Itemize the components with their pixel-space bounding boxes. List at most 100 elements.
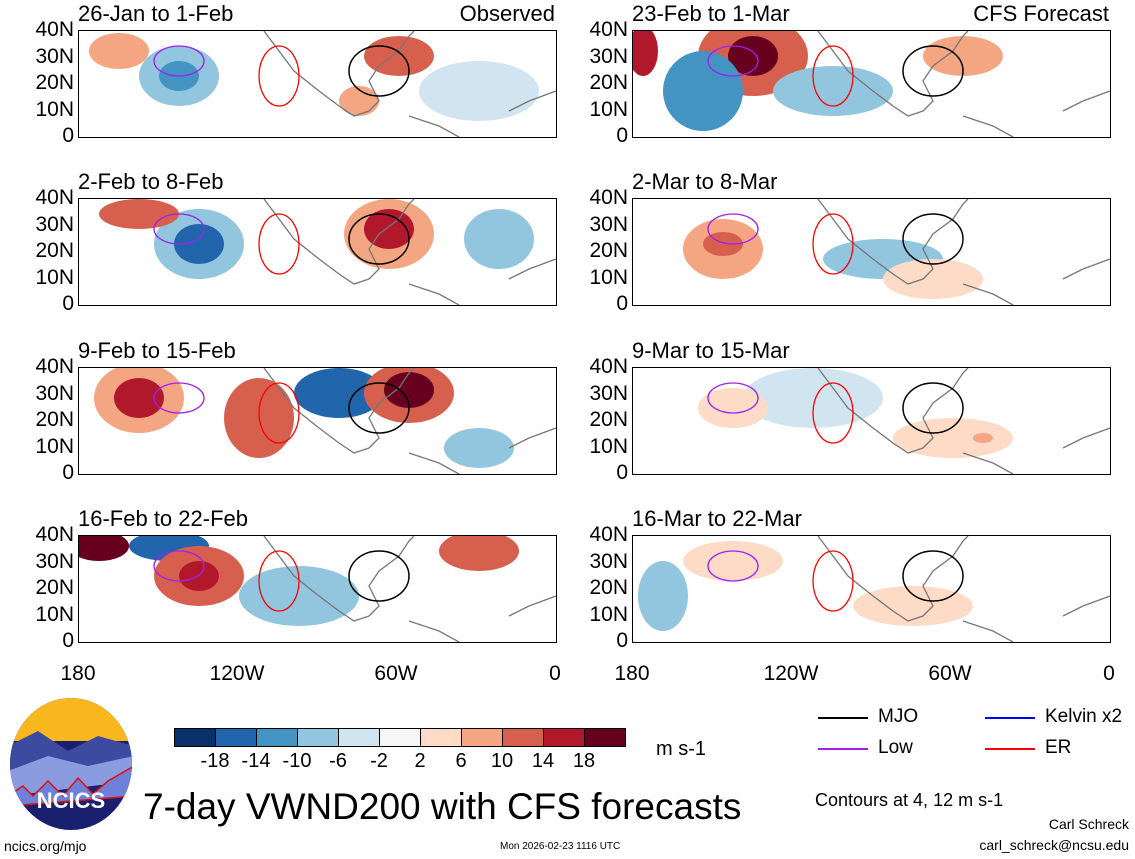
contour-low <box>153 550 205 582</box>
coastline <box>408 258 556 305</box>
latitude-label: 20N <box>35 239 74 262</box>
latitude-label: 40N <box>35 523 74 546</box>
longitude-label: 180 <box>614 662 650 685</box>
anomaly-blob <box>419 61 539 121</box>
panel-title: 26-Jan to 1-Feb <box>78 1 234 26</box>
colorbar-swatch <box>380 729 421 746</box>
latitude-label: 30N <box>589 44 628 68</box>
map-panel <box>632 30 1111 138</box>
colorbar-swatch <box>298 729 339 746</box>
panel-title: 2-Feb to 8-Feb <box>78 169 224 194</box>
colorbar-swatch <box>339 729 380 746</box>
latitude-label: 30N <box>35 381 74 405</box>
contour-er <box>812 213 854 275</box>
logo-text: NCICS <box>37 788 105 813</box>
contour-mjo <box>348 550 410 602</box>
latitude-label: 10N <box>35 265 74 289</box>
anomaly-blob <box>179 561 219 591</box>
contour-mjo <box>348 213 410 265</box>
contour-er <box>258 550 300 612</box>
colorbar-tick: -6 <box>329 750 347 772</box>
anomaly-blob <box>99 199 179 229</box>
latitude-label: 20N <box>589 576 628 599</box>
anomaly-blob <box>79 536 129 561</box>
colorbar-swatch <box>544 729 585 746</box>
longitude-label: 120W <box>209 662 265 685</box>
coastline <box>962 427 1110 474</box>
map-panel <box>632 367 1111 475</box>
latitude-label: 40N <box>35 186 74 209</box>
latitude-label: 20N <box>589 71 628 94</box>
coastline <box>962 595 1110 642</box>
coastline <box>817 536 969 622</box>
figure-title: 7-day VWND200 with CFS forecasts <box>143 786 742 827</box>
latitude-label: 10N <box>35 434 74 458</box>
panel-tag: CFS Forecast <box>973 1 1109 26</box>
colorbar-units: m s-1 <box>656 738 706 760</box>
colorbar-swatch <box>175 729 216 746</box>
contour-low <box>707 45 759 77</box>
latitude-label: 40N <box>35 355 74 378</box>
contour-mjo <box>348 382 410 434</box>
latitude-label: 0 <box>62 461 74 484</box>
colorbar-tick: 6 <box>455 750 467 772</box>
contour-mjo <box>902 382 964 434</box>
footer-timestamp: Mon 2026-02-23 1116 UTC <box>500 841 621 852</box>
contour-mjo <box>902 213 964 265</box>
latitude-label: 10N <box>589 97 628 121</box>
coastline <box>817 199 969 285</box>
contour-er <box>812 45 854 107</box>
latitude-label: 20N <box>589 239 628 262</box>
colorbar-tick: -10 <box>282 750 312 772</box>
legend-label-er: ER <box>1045 737 1072 758</box>
coastline <box>263 368 415 454</box>
colorbar-swatch <box>503 729 544 746</box>
legend-label-kelvin: Kelvin x2 <box>1045 706 1123 727</box>
anomaly-blob <box>89 33 149 69</box>
anomaly-blob <box>444 428 514 468</box>
anomaly-blob <box>439 536 519 571</box>
contour-er <box>812 382 854 444</box>
coastline <box>962 90 1110 137</box>
contour-er <box>258 382 300 444</box>
latitude-label: 0 <box>616 124 628 147</box>
latitude-label: 10N <box>35 602 74 626</box>
anomaly-blob <box>174 224 224 264</box>
anomaly-blob <box>239 566 359 626</box>
latitude-label: 30N <box>589 212 628 236</box>
longitude-label: 120W <box>763 662 819 685</box>
latitude-label: 10N <box>589 265 628 289</box>
latitude-label: 10N <box>35 97 74 121</box>
latitude-label: 0 <box>62 629 74 652</box>
latitude-label: 0 <box>616 292 628 315</box>
anomaly-blob <box>773 66 893 116</box>
latitude-label: 0 <box>616 629 628 652</box>
legend-label-low: Low <box>878 737 913 758</box>
colorbar-swatch <box>462 729 503 746</box>
longitude-label: 0 <box>1103 662 1115 685</box>
colorbar-tick: -18 <box>200 750 230 772</box>
colorbar-tick: 10 <box>490 750 514 772</box>
longitude-label: 0 <box>549 662 561 685</box>
legend-line-low <box>818 748 868 750</box>
anomaly-blob <box>683 541 783 581</box>
latitude-label: 30N <box>35 44 74 68</box>
map-panel <box>632 198 1111 306</box>
latitude-label: 20N <box>35 408 74 431</box>
footer-email[interactable]: carl_schreck@ncsu.edu <box>979 837 1129 853</box>
colorbar-swatch <box>421 729 462 746</box>
contour-low <box>707 382 759 414</box>
map-panel <box>78 535 557 643</box>
panel-title: 2-Mar to 8-Mar <box>632 169 778 194</box>
contour-low <box>153 213 205 245</box>
colorbar-swatch <box>585 729 625 746</box>
anomaly-blob <box>464 209 534 269</box>
latitude-label: 40N <box>589 186 628 209</box>
colorbar-tick: -14 <box>241 750 271 772</box>
coastline <box>817 31 969 117</box>
footer-url[interactable]: ncics.org/mjo <box>4 838 87 854</box>
map-panel <box>78 30 557 138</box>
colorbar <box>174 728 626 747</box>
anomaly-blob <box>294 368 384 418</box>
panel-title: 23-Feb to 1-Mar <box>632 1 790 26</box>
